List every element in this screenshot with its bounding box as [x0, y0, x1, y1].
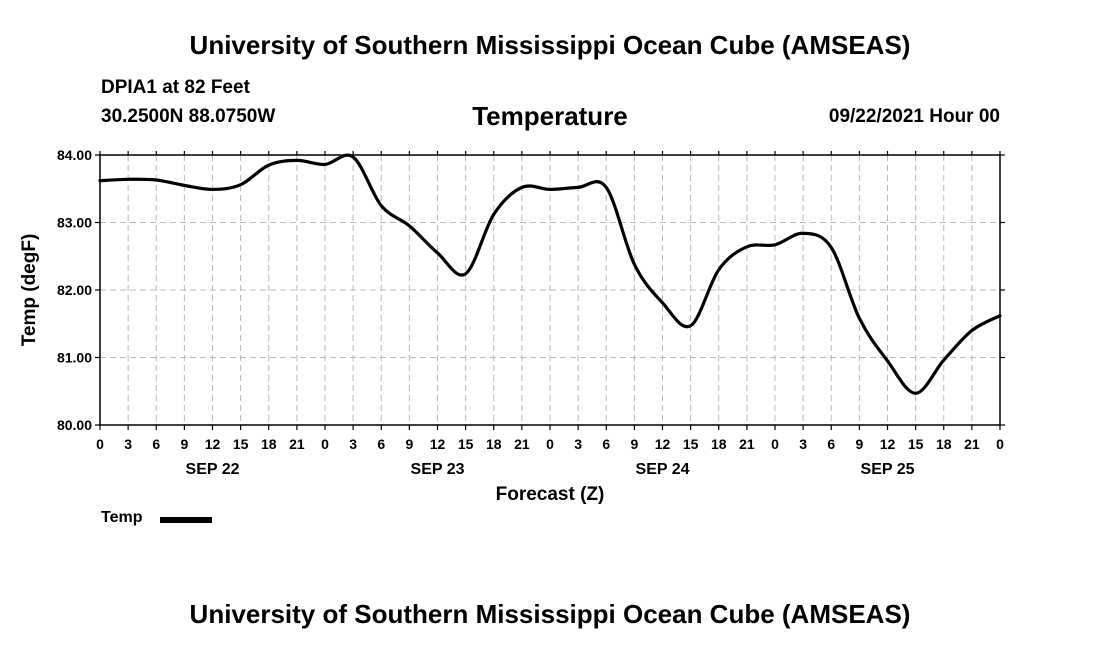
- x-tick-label: 18: [711, 436, 727, 452]
- x-tick-label: 9: [630, 436, 638, 452]
- grid-lines: [100, 155, 1000, 425]
- date-label: SEP 22: [186, 461, 240, 478]
- footer-title: University of Southern Mississippi Ocean…: [189, 599, 911, 629]
- x-tick-label: 9: [405, 436, 413, 452]
- date-label: SEP 24: [636, 461, 690, 478]
- x-tick-label: 15: [458, 436, 474, 452]
- x-tick-label: 21: [514, 436, 530, 452]
- x-tick-label: 3: [799, 436, 807, 452]
- x-tick-label: 18: [486, 436, 502, 452]
- x-tick-label: 0: [771, 436, 779, 452]
- x-tick-label: 15: [908, 436, 924, 452]
- date-labels: SEP 22 SEP 23 SEP 24 SEP 25: [186, 461, 915, 478]
- x-tick-label: 9: [855, 436, 863, 452]
- x-tick-label: 0: [546, 436, 554, 452]
- x-tick-label: 12: [655, 436, 671, 452]
- x-axis: 0 3 6 9 12 15 18 21 0 3 6 9 12 15 18 21 0 3 6 9 12 15 18 21 0 3 6 9…: [96, 151, 1004, 452]
- forecast-datetime: 09/22/2021 Hour 00: [828, 106, 1000, 127]
- x-tick-label: 6: [152, 436, 160, 452]
- x-tick-label: 0: [96, 436, 104, 452]
- y-tick-label: 83.00: [57, 215, 92, 231]
- series-line-temp: [98, 153, 1002, 395]
- y-tick-label: 81.00: [57, 350, 92, 366]
- x-tick-label: 12: [205, 436, 221, 452]
- x-tick-label: 18: [261, 436, 277, 452]
- x-tick-label: 3: [574, 436, 582, 452]
- y-axis-label: Temp (degF): [19, 234, 40, 347]
- x-tick-label: 21: [964, 436, 980, 452]
- x-tick-label: 12: [430, 436, 446, 452]
- header-title: University of Southern Mississippi Ocean…: [189, 30, 911, 60]
- y-tick-label: 82.00: [57, 282, 92, 298]
- plot-frame: [99, 154, 1001, 426]
- x-tick-label: 3: [124, 436, 132, 452]
- x-tick-label: 0: [996, 436, 1004, 452]
- x-tick-label: 21: [289, 436, 305, 452]
- x-tick-label: 3: [349, 436, 357, 452]
- x-axis-label: Forecast (Z): [496, 484, 605, 505]
- chart-title: Temperature: [472, 101, 628, 131]
- coordinates-label: 30.2500N 88.0750W: [101, 106, 276, 127]
- series-group: [98, 153, 1002, 395]
- x-tick-label: 6: [827, 436, 835, 452]
- x-tick-label: 15: [233, 436, 249, 452]
- x-tick-label: 6: [602, 436, 610, 452]
- y-tick-label: 84.00: [57, 147, 92, 163]
- x-tick-label: 15: [683, 436, 699, 452]
- date-label: SEP 25: [861, 461, 915, 478]
- x-tick-label: 18: [936, 436, 952, 452]
- x-tick-label: 0: [321, 436, 329, 452]
- x-tick-label: 6: [377, 436, 385, 452]
- y-tick-label: 80.00: [57, 417, 92, 433]
- x-tick-label: 21: [739, 436, 755, 452]
- station-label: DPIA1 at 82 Feet: [101, 77, 250, 98]
- y-axis: 80.00 81.00 82.00 83.00 84.00: [57, 147, 1005, 433]
- legend-label: Temp: [101, 509, 143, 526]
- x-tick-label: 12: [880, 436, 896, 452]
- x-tick-label: 9: [180, 436, 188, 452]
- date-label: SEP 23: [411, 461, 465, 478]
- legend-swatch: [160, 517, 212, 523]
